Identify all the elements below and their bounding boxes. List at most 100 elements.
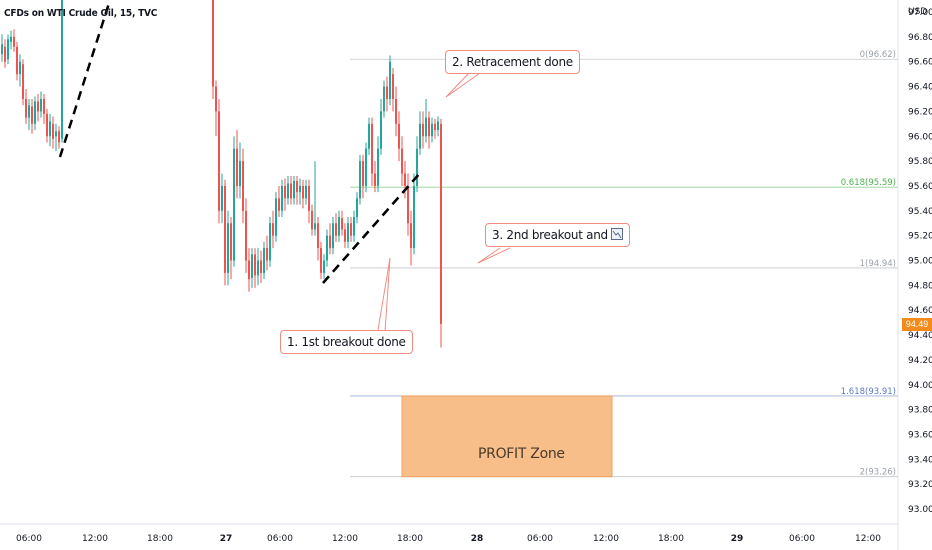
candle-body — [269, 223, 271, 261]
candle-body — [290, 183, 292, 199]
candle-body — [311, 210, 313, 230]
candle-body — [13, 36, 15, 47]
candle-body — [419, 123, 421, 149]
candle-body — [428, 117, 430, 137]
candle-body — [281, 185, 283, 211]
price-axis[interactable]: 97.00 96.80 96.60 96.40 96.20 96.00 95.80 95.60… — [908, 8, 932, 515]
chart-title: CFDs on WTI Crude Oil, 15, TVC — [4, 8, 158, 19]
candle-body — [218, 111, 220, 211]
candle-body — [407, 185, 409, 224]
candle-body — [329, 235, 331, 249]
candle-body — [326, 235, 328, 261]
candle-body — [266, 248, 268, 261]
currency-label: USD — [908, 7, 928, 17]
candle-body — [425, 117, 427, 137]
time-tick-label: 12:00 — [332, 534, 358, 544]
candle-body — [416, 148, 418, 186]
support-trendline-main — [322, 172, 421, 284]
price-tick-label: 95.80 — [908, 157, 932, 167]
candle-body — [434, 123, 436, 131]
candle-body — [344, 229, 346, 242]
candle-body — [404, 173, 406, 186]
candle-body — [320, 248, 322, 273]
candle-body — [368, 123, 370, 149]
candle-body — [52, 123, 54, 139]
profit-zone-box — [401, 395, 613, 478]
candle-body — [212, 0, 214, 87]
annotation-first-breakout[interactable]: 1. 1st breakout done — [280, 330, 413, 354]
trend-line-drawings — [58, 0, 421, 284]
price-tick-label: 96.40 — [908, 83, 932, 93]
candle-body — [22, 64, 24, 99]
price-tick-label: 94.60 — [908, 306, 932, 316]
price-tick-label: 93.40 — [908, 455, 932, 465]
candle-body — [389, 61, 391, 99]
annotation-retracement-text: 2. Retracement done — [452, 55, 573, 69]
candle-body — [308, 185, 310, 211]
candle-body — [46, 113, 48, 137]
candle-body — [392, 74, 394, 99]
profit-zone-label: PROFIT Zone — [478, 446, 565, 462]
candle-body — [437, 121, 439, 131]
candle-body — [353, 217, 355, 236]
price-tick-label: 94.20 — [908, 356, 932, 366]
candle-body — [272, 223, 274, 236]
price-tick-label: 93.60 — [908, 430, 932, 440]
candle-body — [4, 46, 6, 62]
candle-body — [293, 180, 295, 199]
price-tick-label: 97.00 — [908, 8, 932, 18]
candle-body — [25, 98, 27, 118]
candle-body — [362, 161, 364, 186]
candle-body — [332, 223, 334, 249]
candle-body — [10, 36, 12, 42]
candle-body — [239, 161, 241, 186]
candle-body — [230, 223, 232, 261]
price-tick-label: 95.60 — [908, 182, 932, 192]
candle-body — [395, 98, 397, 124]
candle-body — [341, 218, 343, 230]
callout-pointer-retracement — [445, 71, 481, 98]
candle-body — [410, 223, 412, 249]
annotation-second-breakout-text: 3. 2nd breakout and — [492, 228, 608, 242]
candle-body — [55, 131, 57, 137]
fibonacci-labels: 0(96.62) 0.618(95.59) 1(94.94) 1.618(93.91)… — [841, 50, 896, 477]
time-tick-label: 12:00 — [82, 534, 108, 544]
time-tick-label: 12:00 — [593, 534, 619, 544]
time-tick-label: 06:00 — [789, 534, 815, 544]
candlestick-series — [1, 0, 442, 348]
time-axis[interactable]: 06:00 12:00 18:00 27 06:00 12:00 18:00 28 06:00 1… — [16, 534, 881, 544]
candle-body — [305, 185, 307, 199]
annotation-retracement[interactable]: 2. Retracement done — [445, 50, 580, 74]
time-tick-label: 27 — [220, 534, 233, 544]
time-tick-label: 18:00 — [658, 534, 684, 544]
fib-level-label: 1.618(93.91) — [841, 387, 896, 397]
candle-body — [317, 223, 319, 249]
candle-body — [58, 131, 60, 143]
price-tick-label: 93.80 — [908, 406, 932, 416]
fib-level-label: 2(93.26) — [860, 468, 896, 478]
candle-body — [49, 121, 51, 137]
fib-level-label: 0.618(95.59) — [841, 178, 896, 188]
annotation-first-breakout-text: 1. 1st breakout done — [287, 335, 406, 349]
candle-body — [257, 260, 259, 276]
candle-body — [242, 161, 244, 211]
time-tick-label: 18:00 — [397, 534, 423, 544]
candle-body — [275, 198, 277, 236]
candle-body — [215, 86, 217, 112]
candle-body — [287, 183, 289, 199]
candle-body — [299, 185, 301, 193]
candle-body — [236, 148, 238, 186]
candle-body — [401, 148, 403, 174]
candle-body — [19, 61, 21, 75]
candle-body — [431, 123, 433, 137]
candle-body — [365, 148, 367, 186]
callout-pointer-first — [377, 257, 391, 333]
candle-body — [248, 260, 250, 280]
callout-pointers — [377, 71, 511, 333]
annotation-second-breakout[interactable]: 3. 2nd breakout and — [485, 223, 630, 247]
candle-body — [28, 105, 30, 118]
candle-body — [221, 185, 223, 211]
candle-body — [338, 217, 340, 236]
candle-body — [350, 223, 352, 236]
